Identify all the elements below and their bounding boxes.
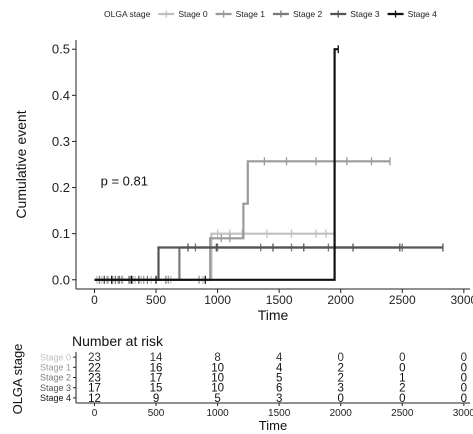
risk-value: 1 bbox=[399, 373, 405, 385]
risk-value: 10 bbox=[211, 362, 224, 374]
risk-value: 14 bbox=[150, 352, 163, 364]
legend-entry: Stage 2 bbox=[293, 9, 323, 19]
risk-value: 4 bbox=[276, 362, 283, 374]
legend-title: OLGA stage bbox=[104, 9, 151, 19]
risk-x-tick-label: 500 bbox=[148, 408, 165, 419]
risk-row-label: Stage 3 bbox=[40, 383, 71, 393]
risk-value: 10 bbox=[211, 383, 224, 395]
risk-row-label: Stage 4 bbox=[40, 393, 71, 403]
risk-value: 17 bbox=[150, 373, 163, 385]
km-curve-stage-2 bbox=[94, 246, 403, 281]
risk-x-tick-label: 3000 bbox=[453, 408, 473, 419]
risk-value: 23 bbox=[88, 373, 101, 385]
risk-value: 0 bbox=[461, 383, 467, 395]
risk-value: 0 bbox=[461, 352, 467, 364]
y-tick-label: 0.4 bbox=[52, 88, 70, 103]
risk-value: 0 bbox=[461, 373, 467, 385]
risk-x-tick-label: 1000 bbox=[206, 408, 229, 419]
risk-value: 15 bbox=[150, 383, 163, 395]
risk-x-axis-label: Time bbox=[259, 418, 287, 433]
risk-value: 0 bbox=[338, 352, 344, 364]
series-stage-4 bbox=[94, 45, 339, 284]
risk-value: 3 bbox=[276, 393, 282, 405]
risk-value: 8 bbox=[214, 352, 220, 364]
legend-entry: Stage 0 bbox=[178, 9, 208, 19]
y-tick-label: 0.3 bbox=[52, 134, 70, 149]
risk-y-axis-label: OLGA stage bbox=[10, 344, 25, 415]
legend-entry: Stage 1 bbox=[236, 9, 266, 19]
risk-row-label: Stage 2 bbox=[40, 373, 71, 383]
y-tick-label: 0.5 bbox=[52, 42, 70, 57]
risk-value: 2 bbox=[338, 362, 344, 374]
risk-value: 22 bbox=[88, 362, 101, 374]
y-axis-label: Cumulative event bbox=[13, 110, 29, 218]
x-tick-label: 2500 bbox=[389, 293, 416, 307]
risk-value: 10 bbox=[211, 373, 224, 385]
risk-value: 9 bbox=[153, 393, 159, 405]
risk-row-label: Stage 1 bbox=[40, 363, 71, 373]
risk-value: 23 bbox=[88, 352, 101, 364]
risk-value: 3 bbox=[338, 383, 344, 395]
legend-entry: Stage 4 bbox=[408, 9, 438, 19]
risk-value: 0 bbox=[399, 393, 405, 405]
km-curve-stage-4 bbox=[94, 48, 339, 281]
risk-x-tick-label: 2500 bbox=[391, 408, 414, 419]
risk-value: 2 bbox=[338, 373, 344, 385]
km-curve-stage-3 bbox=[94, 246, 443, 281]
risk-value: 0 bbox=[461, 362, 467, 374]
risk-value: 5 bbox=[276, 373, 282, 385]
risk-value: 12 bbox=[88, 393, 101, 405]
series-stage-3 bbox=[94, 243, 444, 284]
x-tick-label: 3000 bbox=[450, 293, 473, 307]
legend: OLGA stage Stage 0 Stage 1 Stage 2 Stage 3 St… bbox=[104, 9, 437, 19]
risk-x-tick-label: 1500 bbox=[268, 408, 291, 419]
y-tick-label: 0.2 bbox=[52, 180, 70, 195]
km-curve-stage-0 bbox=[94, 232, 335, 281]
x-tick-label: 500 bbox=[146, 293, 166, 307]
x-tick-label: 2000 bbox=[327, 293, 354, 307]
risk-value: 4 bbox=[276, 352, 283, 364]
risk-value: 0 bbox=[338, 393, 344, 405]
risk-value: 16 bbox=[150, 362, 163, 374]
risk-row-label: Stage 0 bbox=[40, 352, 71, 362]
x-tick-label: 0 bbox=[91, 293, 98, 307]
risk-x-tick-label: 0 bbox=[92, 408, 98, 419]
risk-value: 0 bbox=[461, 393, 467, 405]
risk-value: 0 bbox=[399, 352, 405, 364]
risk-value: 0 bbox=[399, 362, 405, 374]
y-tick-label: 0.1 bbox=[52, 226, 70, 241]
risk-table-title: Number at risk bbox=[72, 333, 164, 349]
y-tick-label: 0.0 bbox=[52, 272, 70, 287]
risk-value: 2 bbox=[399, 383, 405, 395]
p-value-annotation: p = 0.81 bbox=[101, 173, 148, 188]
km-curve-stage-1 bbox=[94, 160, 390, 281]
risk-value: 5 bbox=[214, 393, 220, 405]
risk-x-tick-label: 2000 bbox=[330, 408, 353, 419]
risk-value: 17 bbox=[88, 383, 101, 395]
legend-entry: Stage 3 bbox=[350, 9, 380, 19]
x-axis-label: Time bbox=[258, 307, 289, 323]
risk-value: 6 bbox=[276, 383, 282, 395]
x-tick-label: 1500 bbox=[266, 293, 293, 307]
x-tick-label: 1000 bbox=[204, 293, 231, 307]
